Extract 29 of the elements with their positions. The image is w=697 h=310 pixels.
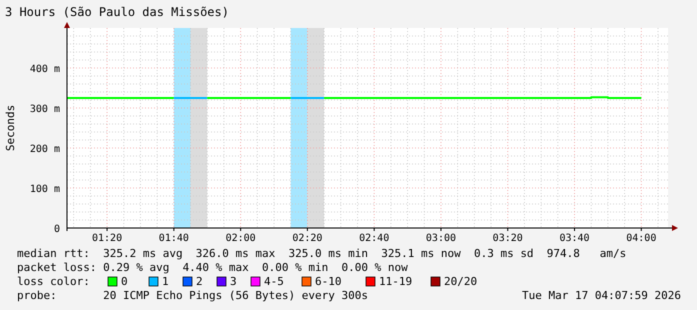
x-tick-label: 02:20 (292, 233, 322, 244)
text: packet loss: 0.29 % avg 4.40 % max 0.00 % min 0.00 % now (17, 261, 408, 274)
text: 20/20 (444, 275, 478, 288)
x-tick-label: 03:00 (426, 233, 456, 244)
x-tick-label: 04:00 (626, 233, 656, 244)
y-tick-label: 200 m (30, 144, 60, 155)
text: 11-19 (379, 275, 412, 288)
text: median rtt: 325.2 ms avg 326.0 ms max 325.0 ms min 325.1 ms now 0.3 ms sd 974.8 am/s (17, 247, 626, 260)
text: loss color: (17, 275, 90, 288)
text: Tue Mar 17 04:07:59 2026 (522, 289, 681, 302)
x-tick-label: 01:20 (92, 233, 122, 244)
x-tick-label: 02:40 (359, 233, 390, 244)
y-tick-label: 100 m (30, 184, 60, 195)
y-tick-label: 0 (54, 224, 60, 235)
text: probe: 20 ICMP Echo Pings (56 Bytes) every 300s (17, 289, 368, 302)
y-tick-label: 300 m (30, 104, 60, 115)
y-tick-label: 400 m (30, 64, 60, 75)
x-tick-label: 02:00 (226, 233, 256, 244)
y-axis-title: Seconds (4, 104, 17, 152)
x-tick-label: 03:20 (492, 233, 523, 244)
text: 3 (230, 275, 237, 288)
chart-title: 3 Hours (São Paulo das Missões) (5, 5, 229, 19)
text: 2 (196, 275, 203, 288)
text: 0 (121, 275, 128, 288)
x-tick-label: 03:40 (559, 233, 590, 244)
text: 6-10 (315, 275, 342, 288)
text: 4-5 (264, 275, 284, 288)
x-tick-label: 01:40 (158, 233, 189, 244)
text: 1 (162, 275, 169, 288)
